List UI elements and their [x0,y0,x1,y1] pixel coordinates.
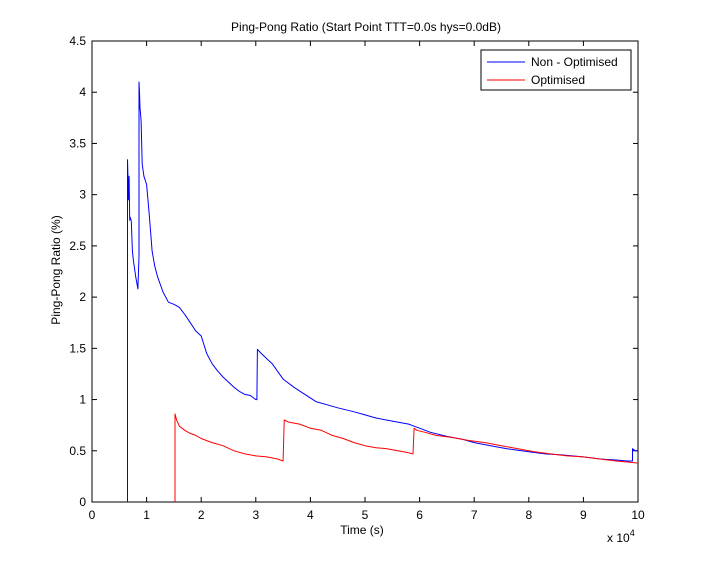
x-axis-multiplier-base: x 10 [607,531,630,545]
y-tick-label: 4 [79,85,86,99]
x-tick-label: 7 [471,508,478,522]
x-axis-multiplier: x 104 [607,528,635,545]
x-axis-label: Time (s) [340,523,384,537]
y-tick-label: 4.5 [69,34,86,48]
x-tick-label: 0 [89,508,96,522]
legend-entry-optimised: Optimised [531,73,585,87]
series-line-non-optimised [127,81,638,502]
y-axis-label: Ping-Pong Ratio (%) [49,215,63,324]
x-tick-label: 9 [580,508,587,522]
chart-title: Ping-Pong Ratio (Start Point TTT=0.0s hy… [231,20,501,34]
legend-box [480,49,632,91]
x-tick-label: 5 [362,508,369,522]
x-tick-label: 2 [198,508,205,522]
x-tick-label: 4 [307,508,314,522]
series-line-optimised [174,413,639,502]
y-tick-label: 1 [79,393,86,407]
x-tick-label: 8 [525,508,532,522]
y-tick-label: 0 [79,495,86,509]
y-tick-label: 3.5 [69,136,86,150]
y-tick-label: 3 [79,188,86,202]
x-axis-multiplier-exponent: 4 [630,528,635,538]
plot-frame [91,40,639,503]
y-tick-label: 2.5 [69,239,86,253]
y-tick-label: 1.5 [69,341,86,355]
plot-area: 0 1 2 3 4 5 6 7 8 9 10 0 0.5 1 1.5 2 2.5 3 3.5 4 4.5 [69,34,645,522]
x-tick-label: 1 [143,508,150,522]
x-tick-label: 10 [631,508,645,522]
x-tick-label: 6 [416,508,423,522]
x-tick-label: 3 [252,508,259,522]
legend: Non - Optimised Optimised [480,49,632,91]
y-tick-label: 0.5 [69,444,86,458]
legend-entry-non-optimised: Non - Optimised [531,55,618,69]
y-tick-label: 2 [79,290,86,304]
